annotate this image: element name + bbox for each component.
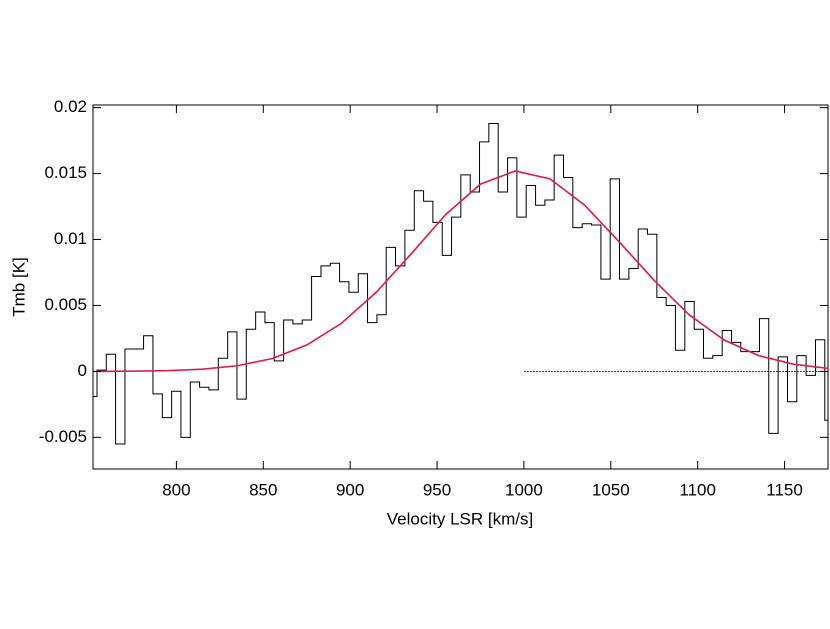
x-tick-label: 950 (423, 480, 451, 499)
y-tick-label: 0.02 (54, 97, 87, 116)
x-tick-label: 1100 (679, 480, 716, 499)
plot-area (93, 122, 828, 445)
y-tick-label: -0.005 (39, 427, 87, 446)
plot-frame (92, 104, 829, 470)
x-tick-label: 1150 (766, 480, 803, 499)
y-tick-label: 0.005 (44, 295, 87, 314)
x-tick-label: 1000 (505, 480, 543, 499)
x-tick-label: 800 (162, 480, 190, 499)
x-axis-label: Velocity LSR [km/s] (387, 509, 533, 528)
y-tick-label: 0.015 (44, 163, 87, 182)
y-axis-label: Tmb [K] (9, 257, 28, 317)
spectrum (93, 122, 828, 445)
fit-curve (98, 170, 828, 373)
x-tick-label: 850 (249, 480, 277, 499)
x-tick-label: 1050 (592, 480, 630, 499)
y-tick-label: 0 (78, 361, 87, 380)
x-tick-label: 900 (336, 480, 364, 499)
y-tick-label: 0.01 (54, 229, 87, 248)
